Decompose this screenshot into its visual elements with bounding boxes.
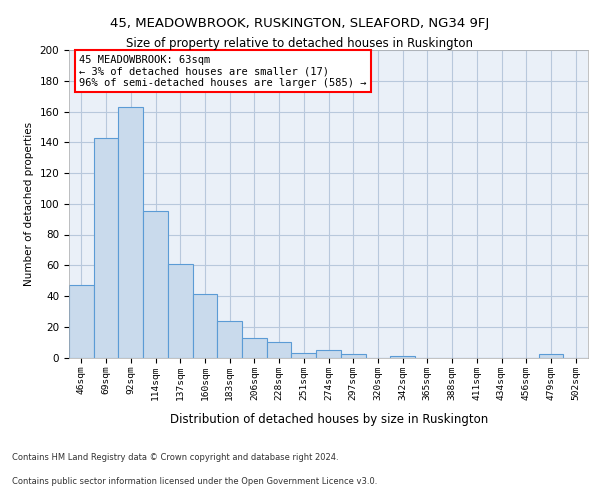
- Text: 45, MEADOWBROOK, RUSKINGTON, SLEAFORD, NG34 9FJ: 45, MEADOWBROOK, RUSKINGTON, SLEAFORD, N…: [110, 18, 490, 30]
- Bar: [292, 353, 316, 358]
- Bar: [193, 294, 217, 358]
- Bar: [316, 350, 341, 358]
- Text: 45 MEADOWBROOK: 63sqm
← 3% of detached houses are smaller (17)
96% of semi-detac: 45 MEADOWBROOK: 63sqm ← 3% of detached h…: [79, 54, 367, 88]
- Bar: [341, 354, 365, 358]
- Bar: [143, 212, 168, 358]
- Bar: [94, 138, 118, 358]
- Text: Size of property relative to detached houses in Ruskington: Size of property relative to detached ho…: [127, 38, 473, 51]
- Bar: [390, 356, 415, 358]
- Bar: [242, 338, 267, 357]
- Text: Contains HM Land Registry data © Crown copyright and database right 2024.: Contains HM Land Registry data © Crown c…: [12, 454, 338, 462]
- Bar: [118, 107, 143, 358]
- Text: Contains public sector information licensed under the Open Government Licence v3: Contains public sector information licen…: [12, 477, 377, 486]
- Bar: [267, 342, 292, 357]
- Bar: [217, 320, 242, 358]
- Bar: [168, 264, 193, 358]
- Y-axis label: Number of detached properties: Number of detached properties: [24, 122, 34, 286]
- Text: Distribution of detached houses by size in Ruskington: Distribution of detached houses by size …: [170, 412, 488, 426]
- Bar: [539, 354, 563, 358]
- Bar: [69, 285, 94, 358]
